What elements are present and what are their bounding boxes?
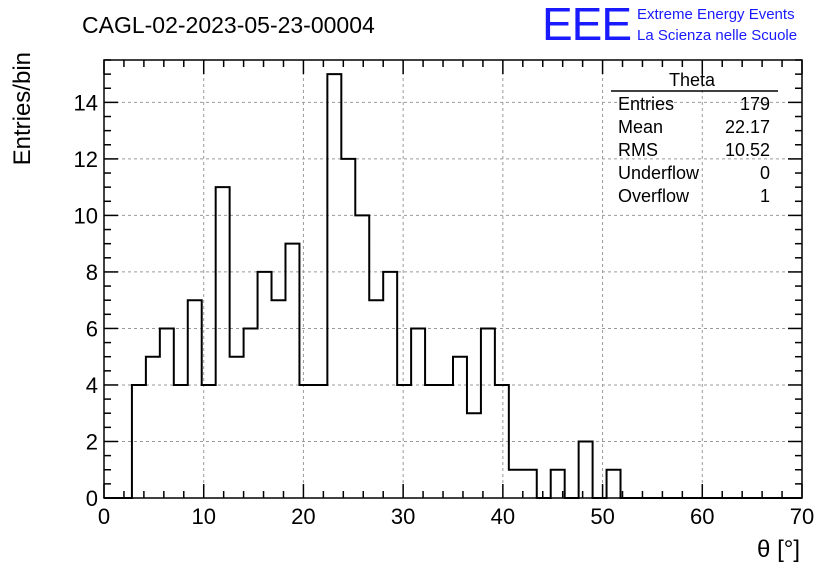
stats-value: 22.17 [725, 117, 770, 137]
y-tick-label: 4 [86, 373, 98, 398]
y-tick-label: 10 [74, 203, 98, 228]
stats-label: Overflow [618, 186, 690, 206]
x-tick-label: 40 [491, 504, 515, 529]
x-tick-label: 70 [790, 504, 814, 529]
stats-value: 10.52 [725, 140, 770, 160]
y-tick-label: 14 [74, 90, 98, 115]
histogram-title: CAGL-02-2023-05-23-00004 [82, 12, 375, 38]
y-tick-label: 12 [74, 147, 98, 172]
x-tick-label: 10 [191, 504, 215, 529]
x-tick-label: 0 [98, 504, 110, 529]
x-tick-label: 60 [690, 504, 714, 529]
stats-rows: Entries 179 Mean 22.17 RMS 10.52 Underflow 0 Ove… [618, 94, 770, 206]
stats-label: Mean [618, 117, 663, 137]
stats-value: 1 [760, 186, 770, 206]
x-tick-label: 50 [590, 504, 614, 529]
plot-frame [103, 59, 803, 499]
stats-value: 179 [740, 94, 770, 114]
eee-logo: EEE Extreme Energy Events La Scienza nel… [542, 0, 797, 50]
histogram-step-line [104, 73, 802, 499]
logo-line1: Extreme Energy Events [637, 6, 795, 23]
x-tick-label: 30 [391, 504, 415, 529]
y-tick-label: 8 [86, 260, 98, 285]
stats-title: Theta [669, 70, 716, 90]
stats-box: Theta Entries 179 Mean 22.17 RMS 10.52 Underfl… [611, 70, 778, 206]
stats-label: Entries [618, 94, 674, 114]
x-tick-label: 20 [291, 504, 315, 529]
grid-lines [104, 60, 802, 498]
y-tick-label: 0 [86, 486, 98, 511]
stats-label: Underflow [618, 163, 700, 183]
logo-letters: EEE [542, 0, 631, 50]
y-axis-title: Entries/bin [9, 52, 36, 165]
axis-ticks [103, 59, 803, 499]
y-tick-label: 6 [86, 316, 98, 341]
stats-label: RMS [618, 140, 658, 160]
stats-value: 0 [760, 163, 770, 183]
logo-line2: La Scienza nelle Scuole [637, 27, 797, 44]
y-tick-label: 2 [86, 429, 98, 454]
x-axis-title: θ [°] [757, 536, 800, 563]
